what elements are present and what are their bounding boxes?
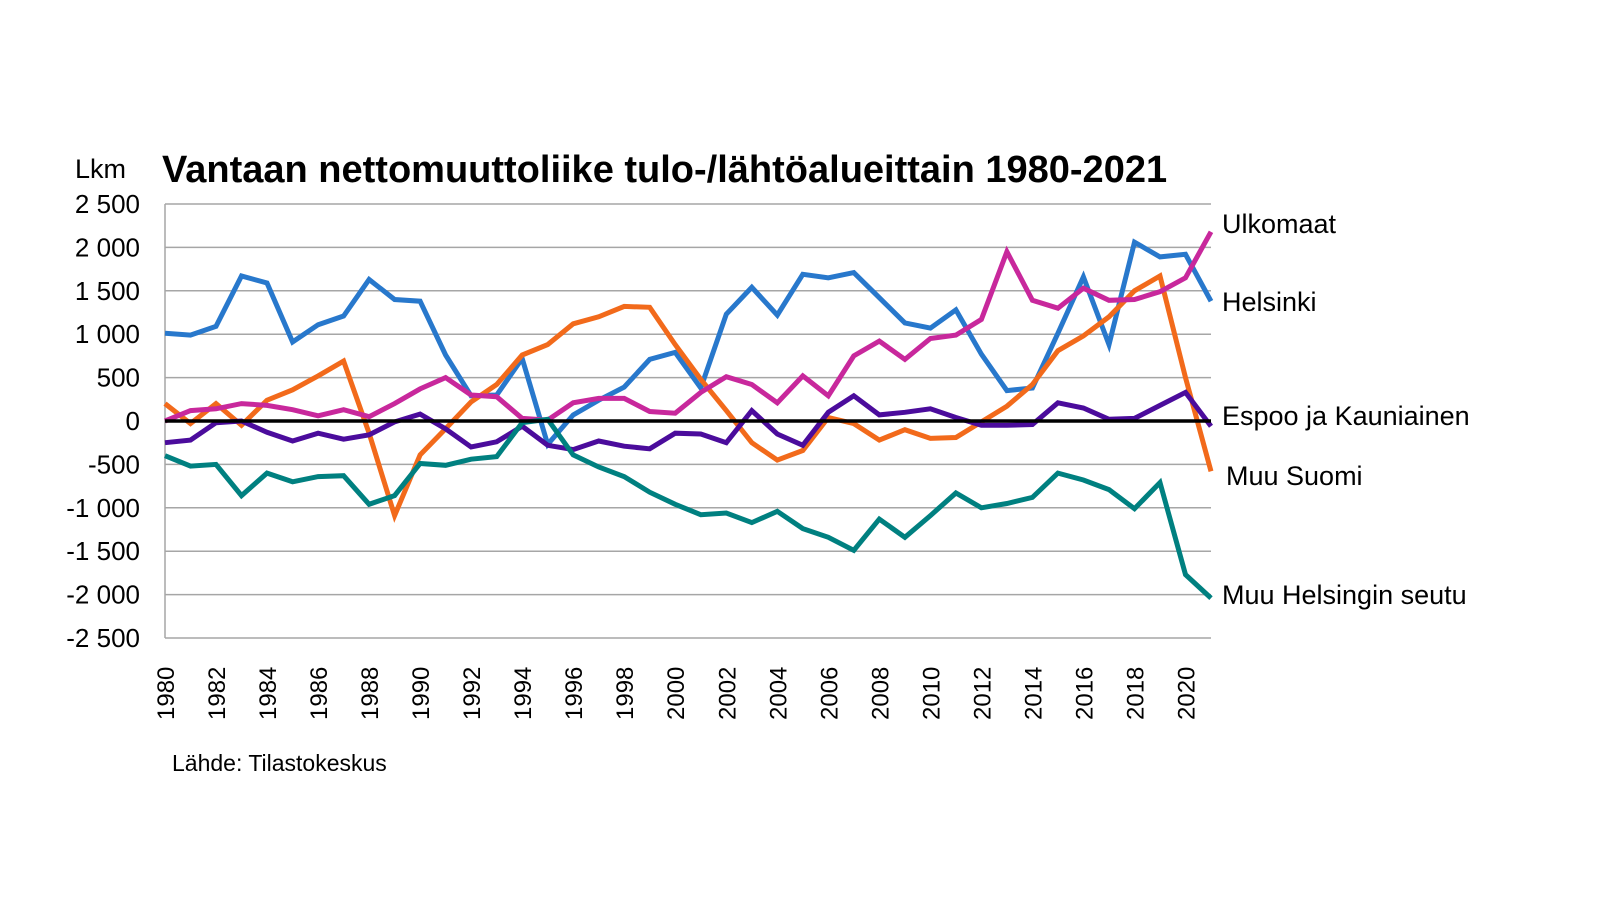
x-axis-ticks: 1980 1982 1984 1986 1988 1990 1992 1994 1996 1998…	[153, 667, 1200, 720]
gridlines	[164, 203, 1211, 639]
x-tick-label: 2000	[663, 667, 690, 720]
x-tick-label: 2012	[969, 667, 996, 720]
series-label: Helsinki	[1222, 287, 1317, 317]
x-tick-label: 2006	[816, 667, 843, 720]
series-label: Ulkomaat	[1222, 209, 1337, 239]
x-tick-label: 2002	[714, 667, 741, 720]
series-label: Muu Suomi	[1226, 461, 1363, 491]
x-tick-label: 2016	[1071, 667, 1098, 720]
y-tick-label: -500	[88, 449, 140, 479]
x-tick-label: 2004	[765, 667, 792, 720]
x-tick-label: 1996	[561, 667, 588, 720]
chart-title: Vantaan nettomuuttoliike tulo-/lähtöalue…	[162, 149, 1167, 191]
y-tick-label: -2 000	[66, 580, 140, 610]
x-tick-label: 1998	[612, 667, 639, 720]
y-axis-ticks: 2 500 2 000 1 500 1 000 500 0 -500 -1 000 -1 500…	[66, 189, 140, 653]
x-tick-label: 1992	[459, 667, 486, 720]
y-tick-label: 2 000	[75, 232, 140, 262]
y-tick-label: -1 000	[66, 493, 140, 523]
x-tick-label: 1986	[306, 667, 333, 720]
x-tick-label: 1982	[204, 667, 231, 720]
series-lines	[163, 230, 1214, 600]
series-label: Muu Helsingin seutu	[1222, 580, 1467, 610]
x-tick-label: 2008	[867, 667, 894, 720]
x-tick-label: 1980	[153, 667, 180, 720]
y-axis-unit-label: Lkm	[75, 154, 126, 184]
series-labels: Helsinki Muu Suomi Ulkomaat Espoo ja Kaunia…	[1222, 209, 1470, 610]
y-tick-label: 500	[97, 363, 140, 393]
y-tick-label: 1 500	[75, 276, 140, 306]
series-line-ulkomaat	[164, 230, 1214, 424]
y-tick-label: 0	[126, 406, 140, 436]
series-line-muu-helsingin-seutu	[164, 416, 1213, 600]
y-tick-label: 1 000	[75, 319, 140, 349]
x-tick-label: 1988	[357, 667, 384, 720]
x-tick-label: 1990	[408, 667, 435, 720]
y-tick-label: -1 500	[66, 536, 140, 566]
x-tick-label: 1994	[510, 667, 537, 720]
x-tick-label: 2018	[1122, 667, 1149, 720]
x-tick-label: 2010	[918, 667, 945, 720]
x-tick-label: 2014	[1020, 667, 1047, 720]
y-tick-label: 2 500	[75, 189, 140, 219]
x-tick-label: 1984	[255, 667, 282, 720]
series-label: Espoo ja Kauniainen	[1222, 401, 1470, 431]
x-tick-label: 2020	[1173, 667, 1200, 720]
source-note: Lähde: Tilastokeskus	[172, 750, 387, 776]
series-line-muu-suomi	[163, 272, 1214, 523]
y-tick-label: -2 500	[66, 623, 140, 653]
